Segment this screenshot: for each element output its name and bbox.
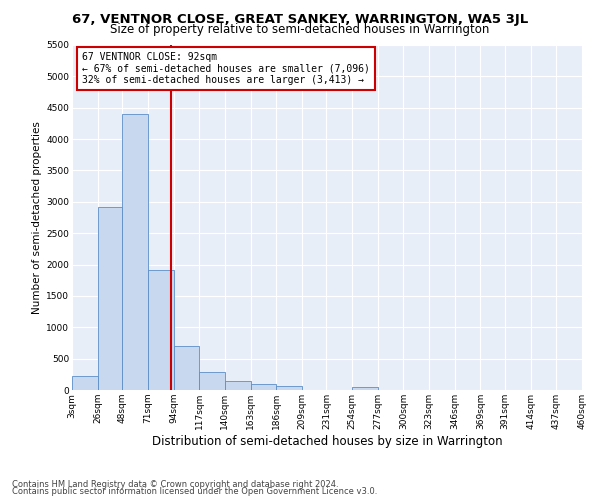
- Text: Contains HM Land Registry data © Crown copyright and database right 2024.: Contains HM Land Registry data © Crown c…: [12, 480, 338, 489]
- Bar: [352, 387, 378, 390]
- Bar: [276, 386, 302, 390]
- Y-axis label: Number of semi-detached properties: Number of semi-detached properties: [32, 121, 42, 314]
- Bar: [225, 380, 251, 390]
- Bar: [72, 376, 98, 390]
- Bar: [98, 207, 122, 390]
- Text: Size of property relative to semi-detached houses in Warrington: Size of property relative to semi-detach…: [110, 22, 490, 36]
- Text: Contains public sector information licensed under the Open Government Licence v3: Contains public sector information licen…: [12, 487, 377, 496]
- Bar: [173, 346, 199, 390]
- Bar: [199, 372, 225, 390]
- Text: 67 VENTNOR CLOSE: 92sqm
← 67% of semi-detached houses are smaller (7,096)
32% of: 67 VENTNOR CLOSE: 92sqm ← 67% of semi-de…: [82, 52, 370, 85]
- Bar: [122, 114, 148, 390]
- X-axis label: Distribution of semi-detached houses by size in Warrington: Distribution of semi-detached houses by …: [152, 434, 502, 448]
- Bar: [148, 270, 173, 390]
- Bar: [251, 384, 276, 390]
- Text: 67, VENTNOR CLOSE, GREAT SANKEY, WARRINGTON, WA5 3JL: 67, VENTNOR CLOSE, GREAT SANKEY, WARRING…: [72, 12, 528, 26]
